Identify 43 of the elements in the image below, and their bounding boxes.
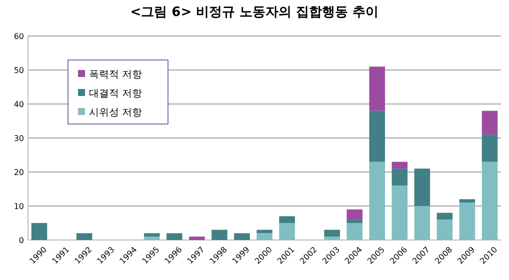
bar [392,186,408,240]
bar [392,168,408,186]
chart-title: <그림 6> 비정규 노동자의 집합행동 추이 [130,5,379,20]
bar [414,206,430,240]
bar [279,223,295,240]
y-tick-label: 20 [14,168,24,177]
bar [279,216,295,223]
bar [459,202,476,240]
legend-label: 대결적 저항 [89,88,142,100]
bar [324,236,340,240]
bar [482,110,498,135]
y-tick-label: 0 [18,236,24,245]
bar [144,236,160,240]
bar [324,230,340,237]
bar [189,236,205,240]
y-tick-label: 60 [14,32,24,41]
bar [459,199,476,203]
legend-label: 폭력적 저항 [89,70,142,80]
bar [212,230,228,240]
bar [414,168,430,206]
bar [234,233,250,240]
bar [392,162,408,169]
bar [482,134,498,162]
bar [166,233,182,240]
y-tick-label: 10 [14,202,24,211]
bar [346,220,362,223]
bar [369,162,386,240]
bar [256,233,272,240]
y-tick-label: 50 [14,66,24,75]
y-tick-label: 30 [14,134,24,143]
legend-label: 시위성 저항 [89,108,142,118]
bar [256,230,272,234]
bar [76,233,92,240]
bar [369,66,386,111]
bar [482,162,498,240]
bar [436,212,453,220]
bar [436,220,453,240]
bar [369,110,386,162]
y-tick-label: 40 [14,100,24,109]
bar [144,233,160,237]
bar [346,223,362,240]
bar [346,209,362,220]
bar [31,223,48,240]
